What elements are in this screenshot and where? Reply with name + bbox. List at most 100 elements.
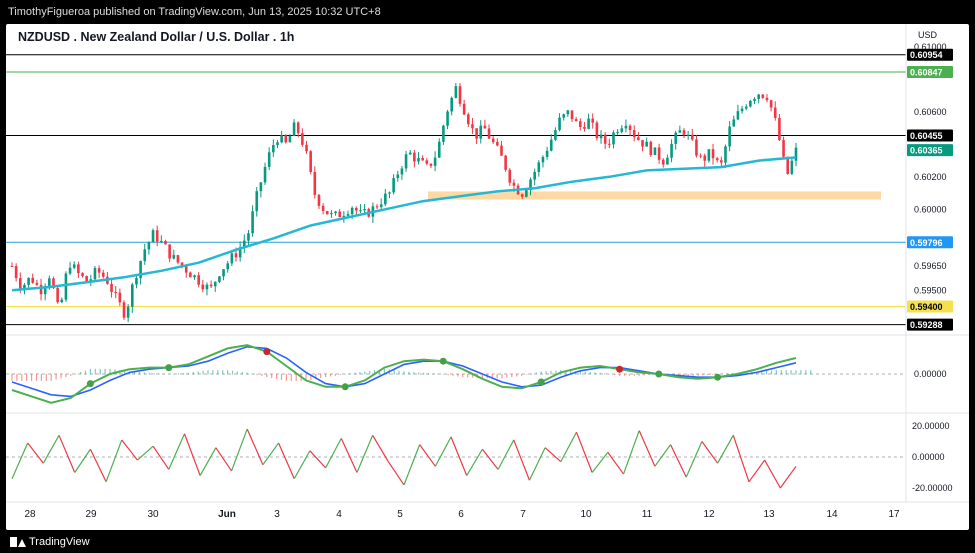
oscillator-segment [622,430,640,475]
candle-body [653,147,657,156]
candle-body [334,211,337,214]
x-tick-label: 3 [274,509,280,520]
macd-histogram-bar [222,370,224,375]
candle-body [180,262,184,267]
oscillator-segment [434,436,452,467]
oscillator-segment [481,448,499,470]
macd-histogram-bar [535,372,537,375]
candle-body [454,86,458,98]
candle-body [504,155,507,170]
macd-histogram-bar [187,372,189,375]
macd-histogram-bar [565,370,567,375]
price-label: 0.59796 [910,238,943,248]
candle-body [101,272,105,277]
oscillator-segment [403,444,421,486]
candle-body [483,125,487,129]
candle-body [392,178,395,193]
candle-body [176,255,180,263]
macd-cross-dot [439,357,447,365]
price-label-box [907,300,953,313]
candle-body [549,139,553,151]
candle-body [97,268,101,273]
y-tick-label: 0.59650 [914,261,947,271]
candle-body [466,114,470,125]
candle-body [487,128,491,139]
candle-body [707,149,711,161]
candle-body [276,142,279,146]
oscillator-segment [11,442,29,479]
macd-histogram-bar [648,374,650,376]
candle-body [342,215,346,218]
candle-body [446,111,449,126]
candle-body [338,211,342,218]
macd-histogram-bar [623,374,626,376]
macd-histogram-bar [359,372,361,375]
oscillator-segment [74,448,91,473]
candle-body [562,114,566,118]
candle-body [143,249,147,262]
chart-title: NZDUSD . New Zealand Dollar / U.S. Dolla… [18,30,294,44]
candle-body [773,107,777,119]
oscillator-segment [638,430,656,467]
macd-histogram-bar [55,374,57,380]
candle-body [574,119,578,122]
candle-body [724,146,727,163]
macd-histogram-bar [369,370,371,375]
macd-histogram-bar [143,372,145,375]
oscillator-segment [701,441,719,464]
macd-cross-dot [537,378,545,386]
macd-histogram-bar [437,373,439,375]
macd-histogram-bar [795,370,797,375]
candle-body [628,125,632,131]
candle-body [578,121,582,127]
candle-body [126,306,130,318]
candle-body [147,242,151,250]
chart-svg[interactable]: NZDUSD . New Zealand Dollar / U.S. Dolla… [6,24,969,530]
macd-histogram-bar [545,371,547,375]
candle-body [670,143,673,158]
price-label: 0.60455 [910,131,943,141]
macd-histogram-bar [540,371,542,375]
candle-body [429,163,433,166]
oscillator-segment [137,445,154,461]
macd-histogram-bar [192,372,194,375]
macd-histogram-bar [447,374,449,376]
price-label: 0.59400 [910,302,943,312]
macd-histogram-bar [158,373,160,375]
candle-body [749,100,752,107]
candle-body [720,160,723,163]
macd-histogram-bar [702,374,704,376]
candle-body [164,240,167,245]
macd-histogram-bar [712,374,714,375]
macd-histogram-bar [94,368,96,375]
candle-body [761,94,765,98]
macd-histogram-bar [570,370,572,375]
macd-histogram-bar [628,374,630,376]
candle-body [14,266,18,279]
macd-histogram-bar [266,374,268,378]
macd-zero-label: 0.00000 [914,369,947,379]
candle-body [151,230,155,243]
candle-body [35,282,39,285]
macd-histogram-bar [104,368,106,375]
oscillator-segment [168,433,186,470]
macd-histogram-bar [251,373,253,375]
macd-histogram-bar [408,371,410,375]
oscillator-segment [356,435,374,473]
macd-histogram-bar [374,370,376,375]
chart-panel[interactable]: NZDUSD . New Zealand Dollar / U.S. Dolla… [6,24,969,530]
candle-body [740,108,744,112]
price-pane[interactable] [6,54,906,326]
macd-histogram-bar [60,374,62,379]
candle-body [496,142,499,146]
candle-body [649,141,653,156]
macd-histogram-bar [334,374,336,376]
x-tick-label: 29 [85,509,97,520]
footer: TradingView [0,530,975,553]
candle-body [251,211,254,234]
candle-body [491,138,495,143]
candle-body [81,273,84,277]
oscillator-pane[interactable]: 20.00000 0.00000 -20.00000 [6,421,953,493]
oscillator-segment [560,431,578,462]
macd-pane[interactable]: 0.00000 [6,344,947,404]
